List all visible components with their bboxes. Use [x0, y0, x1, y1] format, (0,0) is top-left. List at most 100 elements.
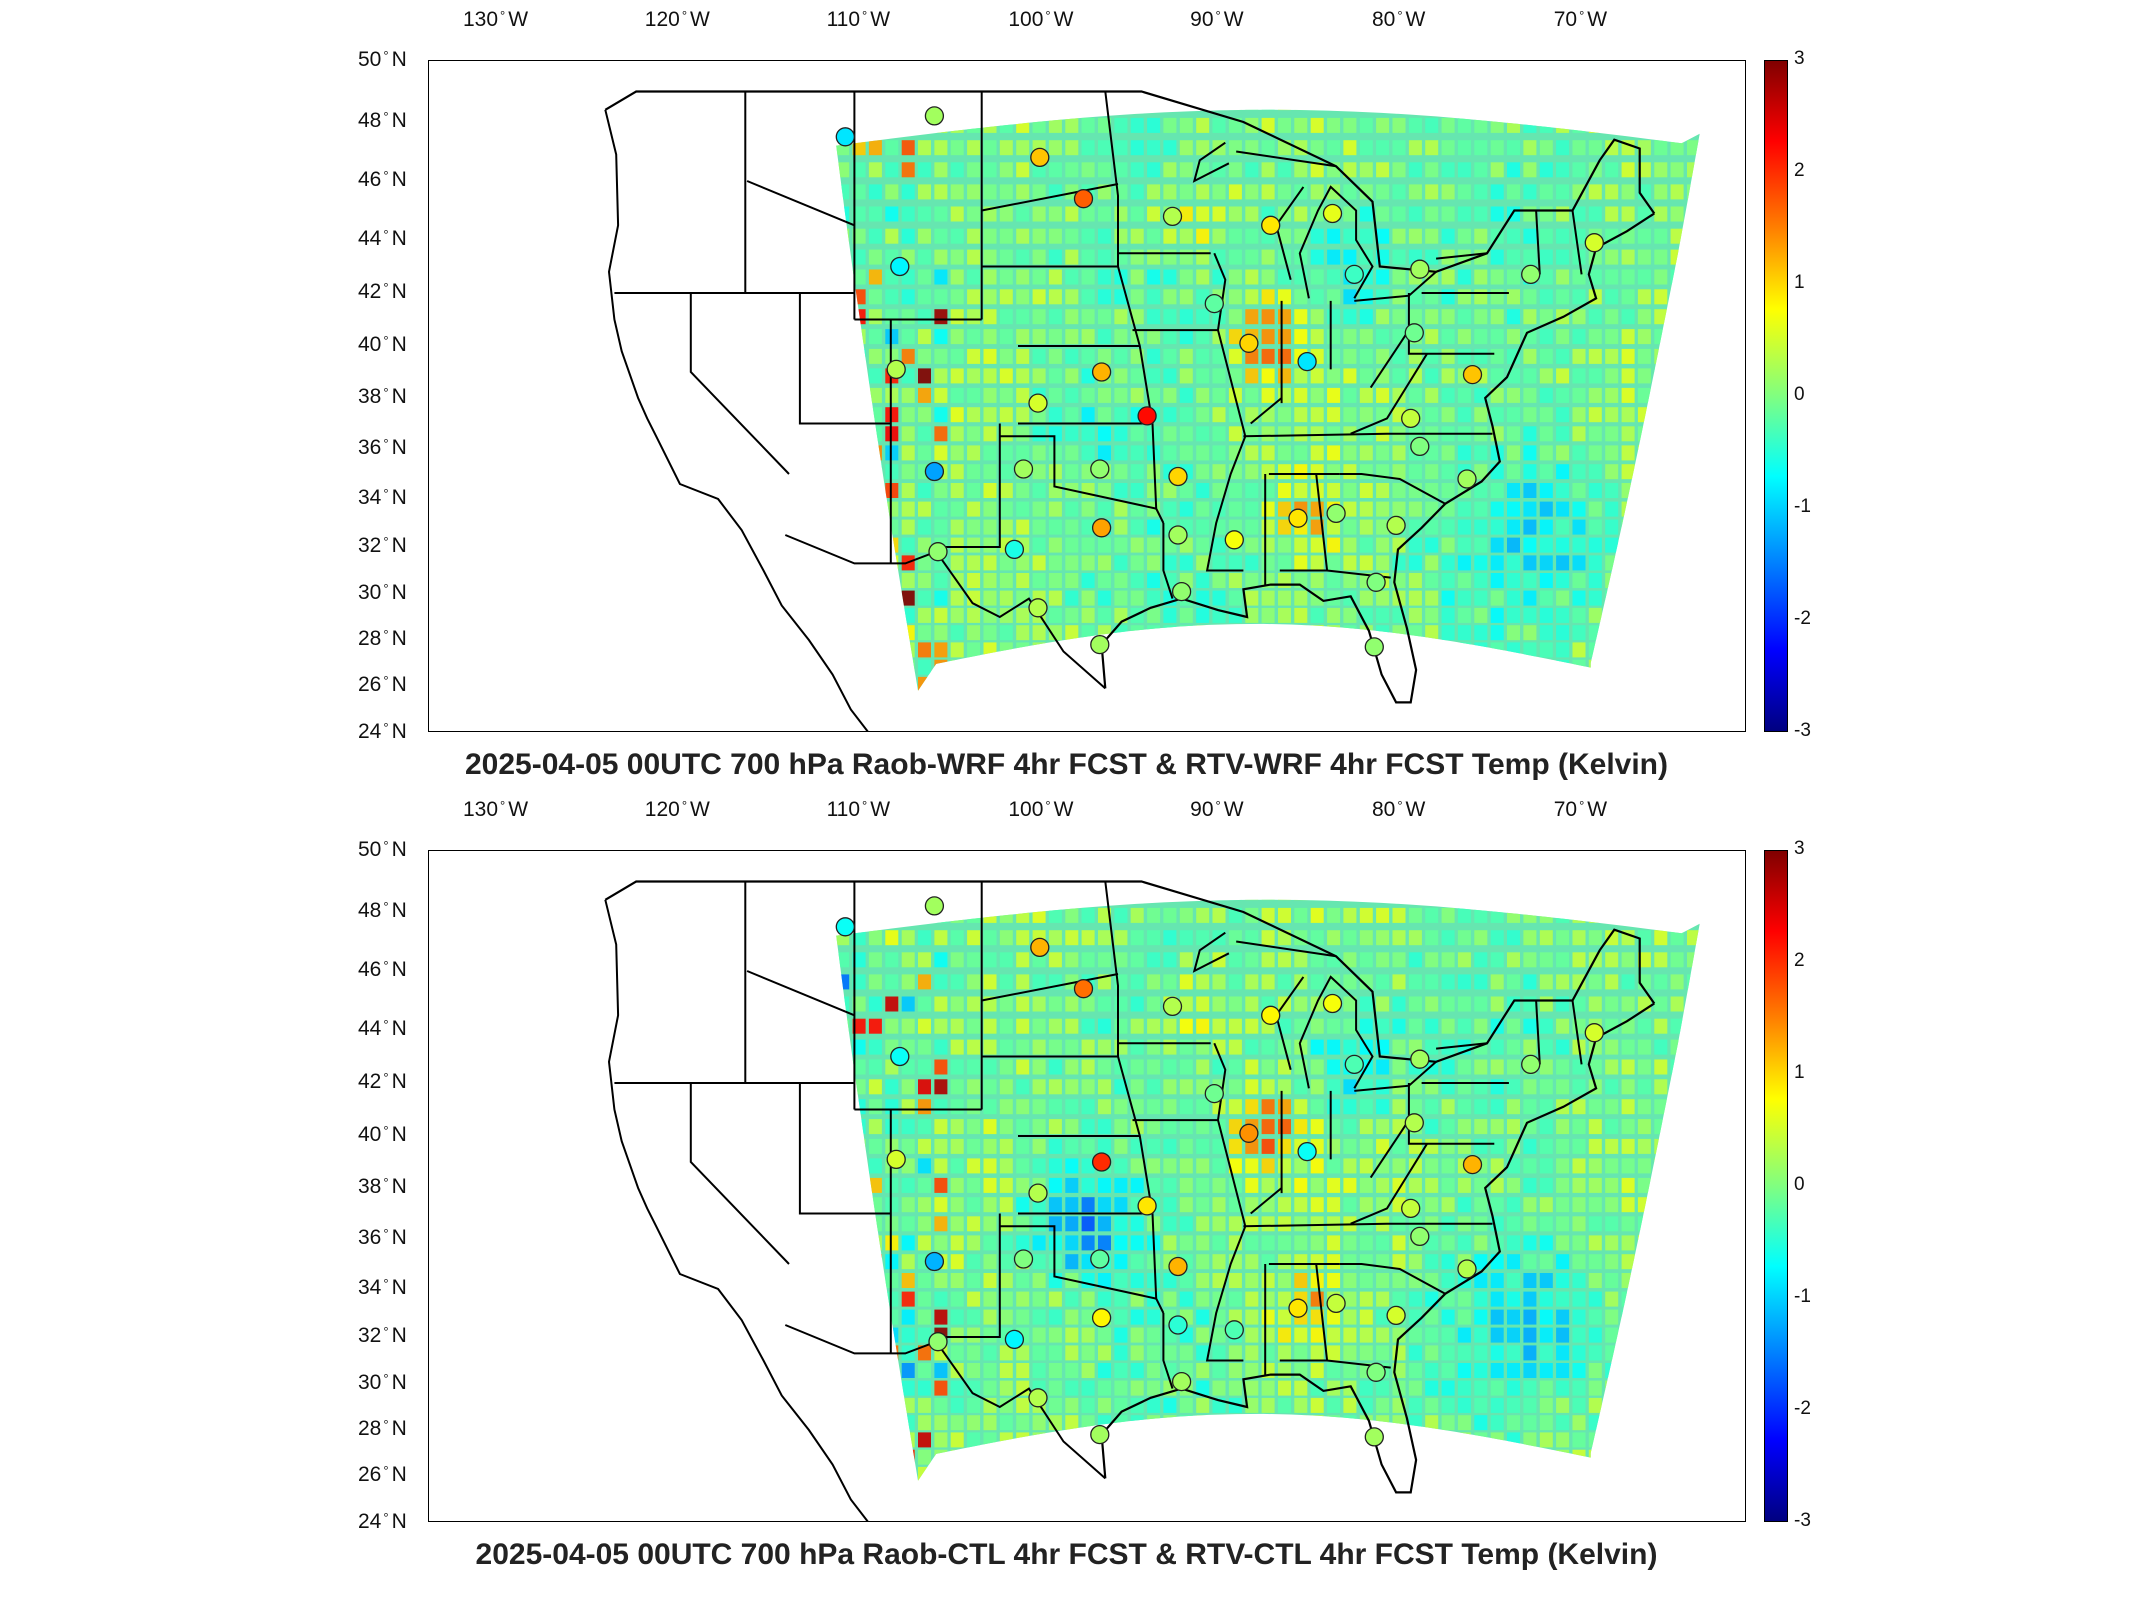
- lat-tick-label: 36 ° N: [358, 1226, 407, 1249]
- lat-tick-label: 34 ° N: [358, 1276, 407, 1299]
- raob-station-marker: [1030, 937, 1050, 958]
- raob-station-marker: [1091, 362, 1112, 382]
- raob-station-marker: [1013, 459, 1034, 479]
- raob-station-marker: [1204, 1083, 1224, 1104]
- raob-station-marker: [1013, 1249, 1034, 1269]
- raob-station-marker: [1410, 436, 1430, 457]
- raob-station-marker: [1462, 364, 1483, 385]
- raob-station-marker: [890, 256, 910, 277]
- lon-tick-label: 90 ° W: [1190, 798, 1244, 821]
- raob-station-marker: [1073, 189, 1094, 209]
- raob-station-marker: [1004, 539, 1025, 560]
- colorbar: [1764, 850, 1788, 1522]
- raob-station-marker: [1090, 634, 1110, 655]
- map-canvas: [604, 880, 1700, 1521]
- map-panel-top: 2025-04-05 00UTC 700 hPa Raob-WRF 4hr FC…: [358, 8, 1811, 781]
- lat-tick-label: 44 ° N: [358, 1017, 407, 1040]
- colorbar-tick-label: 3: [1794, 48, 1805, 69]
- lat-tick-label: 44 ° N: [358, 227, 407, 250]
- lat-tick-label: 40 ° N: [358, 333, 407, 356]
- lon-tick-label: 80 ° W: [1371, 8, 1426, 31]
- raob-station-marker: [1288, 508, 1308, 528]
- raob-station-marker: [1386, 515, 1406, 536]
- raob-station-marker: [1401, 1198, 1421, 1219]
- lat-tick-label: 50 ° N: [358, 48, 407, 71]
- raob-station-marker: [1224, 1320, 1244, 1340]
- raob-station-marker: [1091, 1152, 1112, 1172]
- lon-tick-label: 100 ° W: [1008, 8, 1074, 31]
- lon-tick-label: 120 ° W: [644, 8, 710, 31]
- lat-tick-label: 26 ° N: [358, 1463, 407, 1486]
- colorbar-tick-label: 1: [1794, 1062, 1805, 1083]
- lon-tick-label: 130 ° W: [462, 798, 529, 821]
- colorbar-tick-label: -1: [1794, 496, 1811, 517]
- lat-tick-label: 28 ° N: [358, 627, 407, 650]
- raob-station-marker: [1521, 264, 1541, 285]
- raob-station-marker: [1261, 1005, 1281, 1025]
- colorbar-tick-label: 2: [1794, 950, 1805, 971]
- colorbar-tick-label: -3: [1794, 1510, 1811, 1531]
- lon-tick-label: 110 ° W: [826, 8, 891, 31]
- raob-station-marker: [890, 1046, 910, 1067]
- raob-station-marker: [1168, 466, 1188, 487]
- raob-station-marker: [1239, 1123, 1259, 1143]
- lon-tick-label: 110 ° W: [826, 798, 891, 821]
- colorbar-tick-label: -1: [1794, 1286, 1811, 1307]
- raob-station-marker: [1171, 1371, 1192, 1392]
- raob-station-marker: [1162, 206, 1183, 227]
- lon-tick-label: 120 ° W: [644, 798, 710, 821]
- raob-station-marker: [1090, 1424, 1110, 1445]
- lon-tick-label: 70 ° W: [1553, 798, 1608, 821]
- raob-station-marker: [1404, 323, 1424, 343]
- lat-tick-label: 32 ° N: [358, 1324, 407, 1347]
- lon-tick-label: 130 ° W: [462, 8, 529, 31]
- lat-tick-label: 30 ° N: [358, 581, 407, 604]
- raob-station-marker: [1204, 293, 1224, 314]
- raob-station-marker: [924, 461, 945, 482]
- raob-station-marker: [1091, 1308, 1112, 1328]
- raob-station-marker: [1386, 1305, 1406, 1326]
- lon-tick-label: 80 ° W: [1371, 798, 1426, 821]
- raob-station-marker: [1322, 993, 1343, 1014]
- raob-station-marker: [1344, 1054, 1364, 1075]
- colorbar-tick-label: 0: [1794, 1174, 1805, 1195]
- raob-station-marker: [1297, 1141, 1317, 1162]
- raob-station-marker: [1344, 264, 1364, 285]
- raob-station-marker: [1091, 518, 1112, 538]
- raob-station-marker: [1090, 1249, 1110, 1269]
- lat-tick-label: 28 ° N: [358, 1417, 407, 1440]
- lat-tick-label: 34 ° N: [358, 486, 407, 509]
- raob-station-marker: [1028, 1388, 1048, 1408]
- lat-tick-label: 30 ° N: [358, 1371, 407, 1394]
- raob-station-marker: [1366, 572, 1386, 592]
- raob-station-marker: [1288, 1298, 1308, 1318]
- colorbar: [1764, 60, 1788, 732]
- lat-tick-label: 32 ° N: [358, 534, 407, 557]
- raob-station-marker: [1410, 1226, 1430, 1247]
- lat-tick-label: 40 ° N: [358, 1123, 407, 1146]
- raob-station-marker: [1584, 1023, 1604, 1043]
- raob-station-marker: [1028, 598, 1048, 618]
- lat-tick-label: 50 ° N: [358, 838, 407, 861]
- lat-tick-label: 46 ° N: [358, 958, 407, 981]
- raob-station-marker: [1030, 147, 1050, 168]
- raob-station-marker: [1004, 1329, 1025, 1350]
- raob-station-marker: [1401, 408, 1421, 429]
- raob-station-marker: [1239, 333, 1259, 353]
- raob-station-marker: [1364, 637, 1384, 657]
- raob-station-marker: [928, 542, 948, 562]
- lat-tick-label: 36 ° N: [358, 436, 407, 459]
- raob-station-marker: [1224, 530, 1244, 550]
- raob-station-marker: [1168, 1315, 1188, 1335]
- colorbar-tick-label: 3: [1794, 838, 1805, 859]
- lat-tick-label: 38 ° N: [358, 385, 407, 408]
- map-title: 2025-04-05 00UTC 700 hPa Raob-WRF 4hr FC…: [465, 748, 1668, 781]
- raob-station-marker: [1364, 1427, 1384, 1447]
- lat-tick-label: 42 ° N: [358, 1070, 407, 1093]
- raob-station-marker: [1168, 1256, 1188, 1277]
- lat-tick-label: 46 ° N: [358, 168, 407, 191]
- lon-tick-label: 90 ° W: [1190, 8, 1244, 31]
- raob-station-marker: [1028, 1183, 1048, 1203]
- colorbar-tick-label: 0: [1794, 384, 1805, 405]
- raob-station-marker: [924, 1251, 945, 1272]
